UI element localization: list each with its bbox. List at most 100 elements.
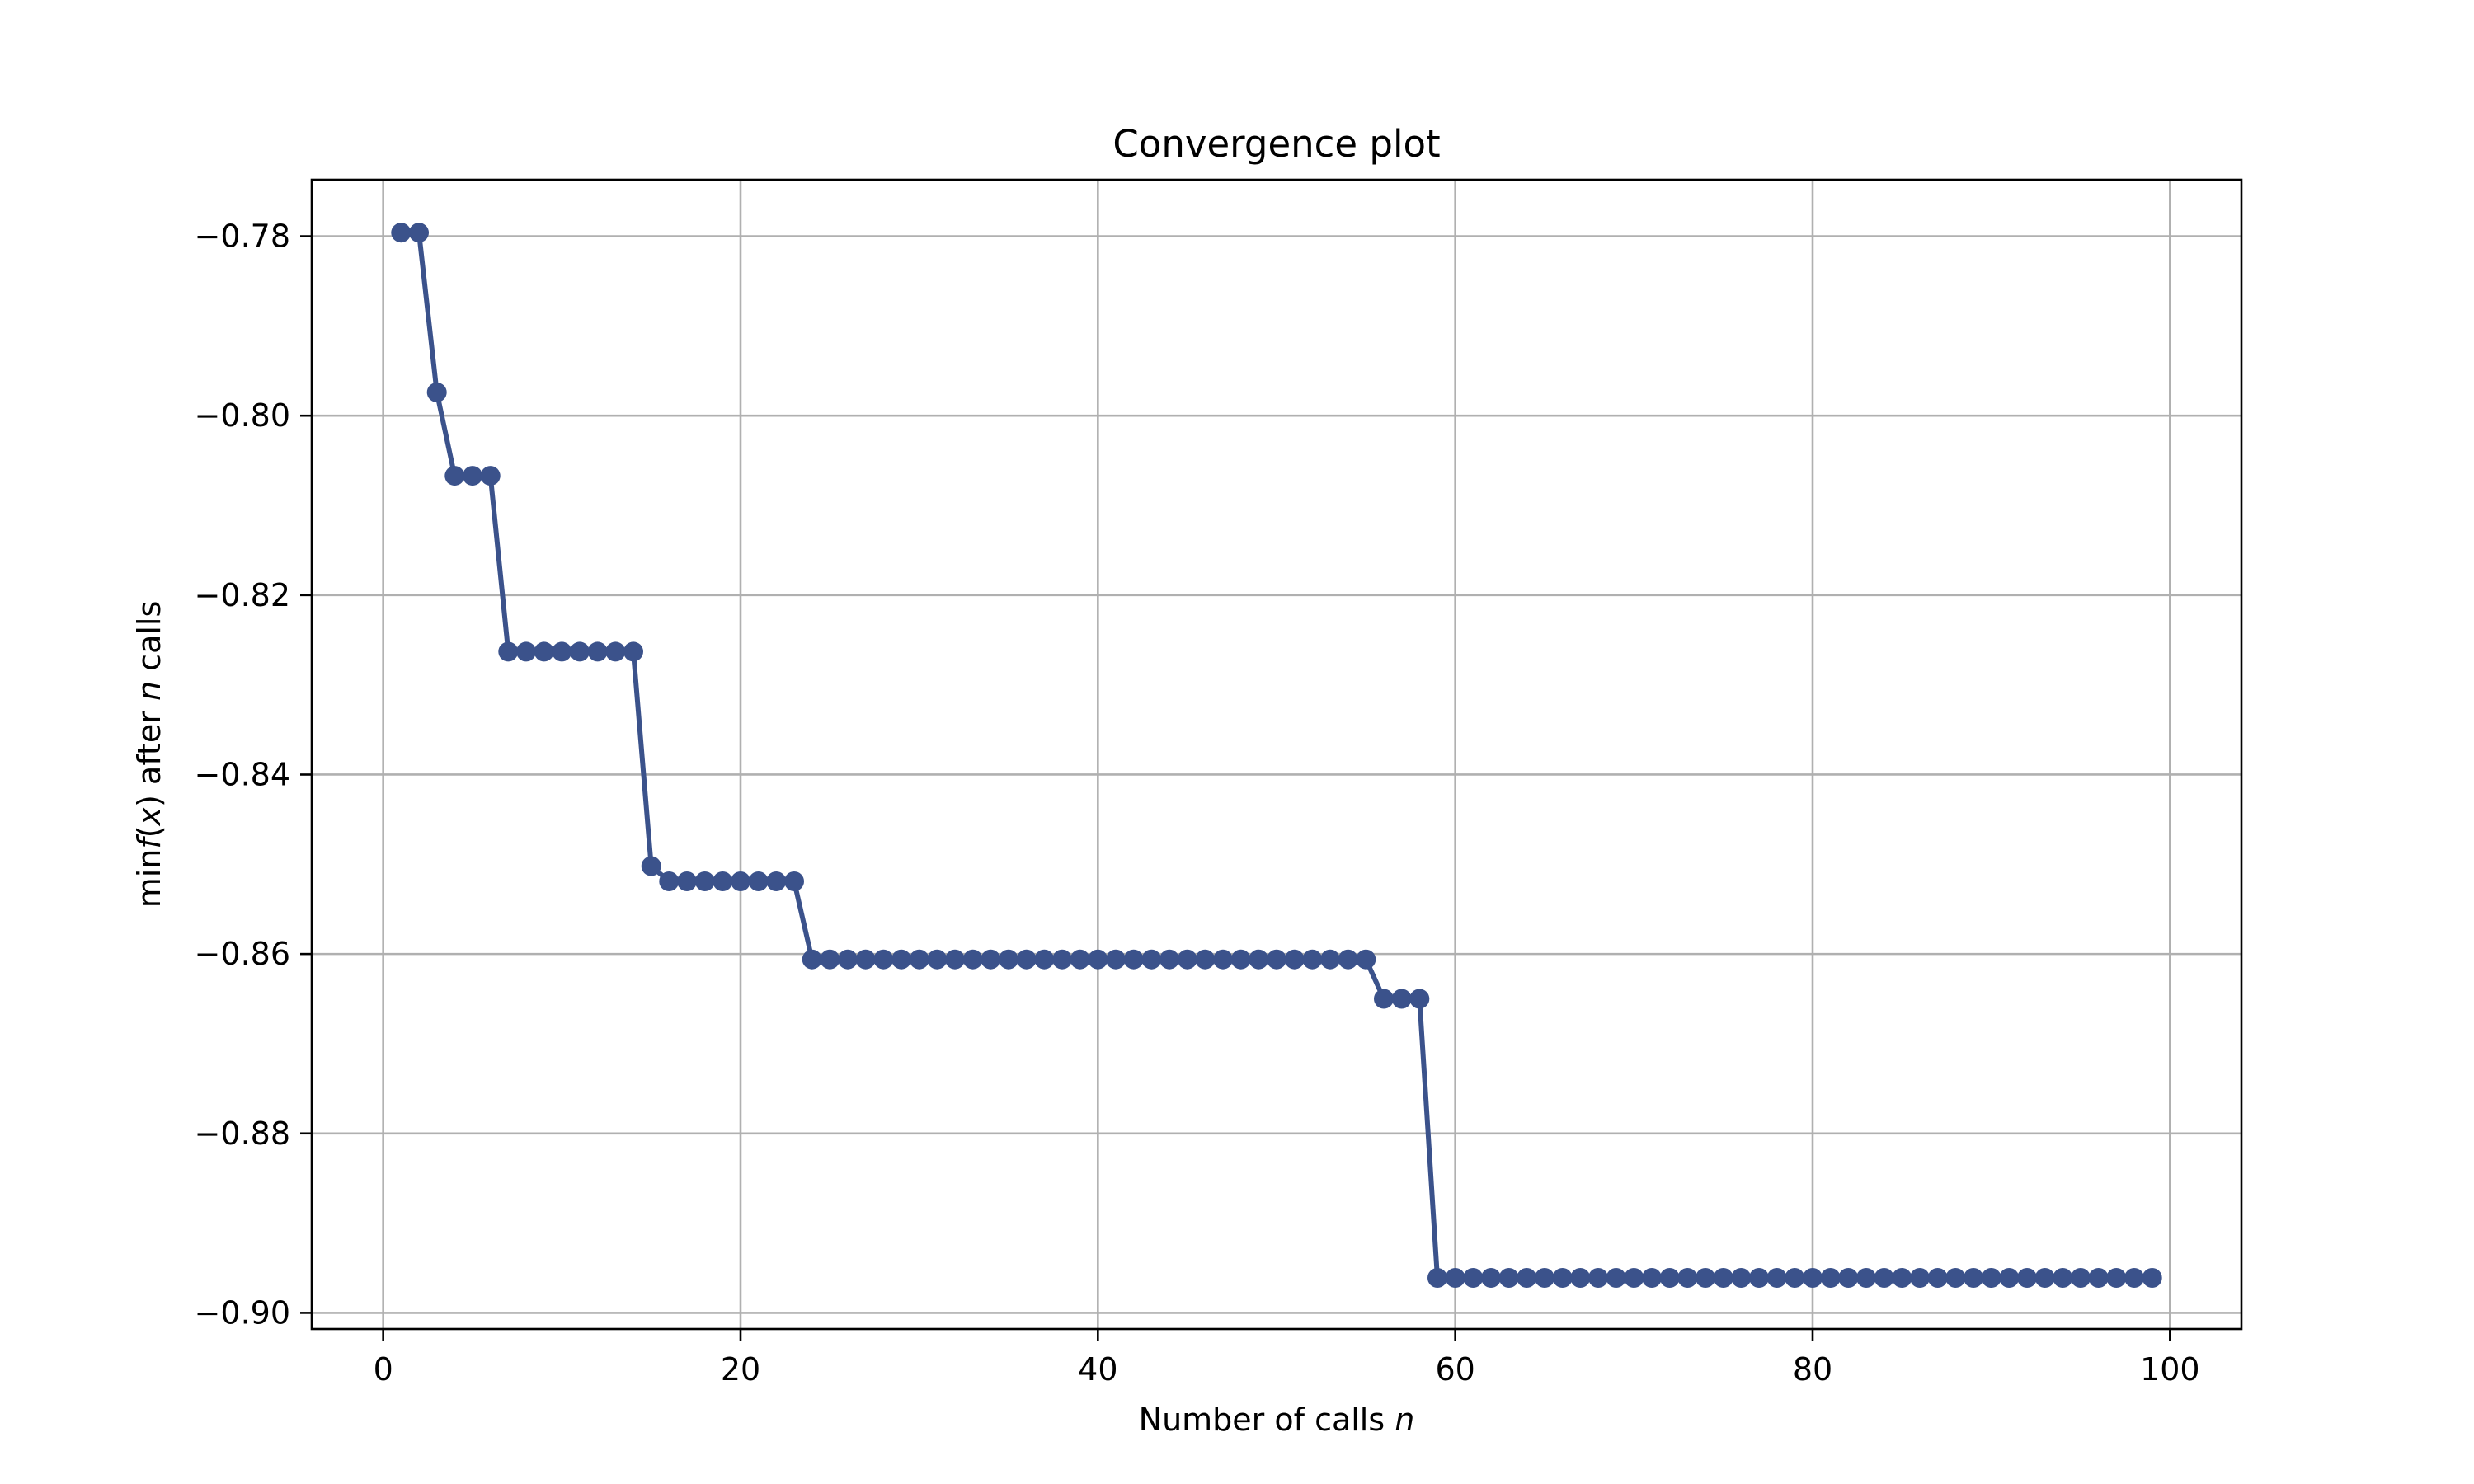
series-layer <box>391 223 2162 1288</box>
data-point <box>2106 1268 2127 1288</box>
data-point <box>999 949 1018 970</box>
y-tick-label: −0.90 <box>195 1294 290 1331</box>
data-point <box>498 641 519 662</box>
data-point <box>1498 1268 1519 1288</box>
data-point <box>1659 1268 1680 1288</box>
x-axis-label: Number of calls n <box>1139 1402 1415 1438</box>
data-point <box>1999 1268 2020 1288</box>
data-point <box>1409 989 1430 1009</box>
data-point <box>659 871 680 891</box>
data-point <box>1052 949 1072 970</box>
y-axis-label-n: n <box>131 681 167 701</box>
plot-frame <box>310 178 2243 1331</box>
data-point <box>677 871 697 891</box>
y-axis-label-suffix: calls <box>131 601 167 681</box>
data-point <box>1570 1268 1591 1288</box>
data-point <box>1356 949 1376 970</box>
y-axis-label-min: min <box>131 849 167 909</box>
data-point <box>480 466 501 486</box>
data-point <box>552 641 572 662</box>
data-point <box>1195 949 1216 970</box>
data-point <box>820 949 840 970</box>
data-point <box>1320 949 1340 970</box>
data-point <box>731 871 750 891</box>
data-point <box>1338 949 1358 970</box>
data-point <box>605 641 626 662</box>
data-point <box>1141 949 1162 970</box>
data-point <box>1820 1268 1841 1288</box>
data-point <box>694 871 715 891</box>
data-point <box>1731 1268 1752 1288</box>
y-axis-label-x: x <box>131 806 167 826</box>
data-point <box>1374 989 1394 1009</box>
data-point <box>1945 1268 1966 1288</box>
data-point <box>1856 1268 1876 1288</box>
data-point <box>516 641 536 662</box>
data-point <box>534 641 554 662</box>
data-point <box>713 871 733 891</box>
data-point <box>2124 1268 2144 1288</box>
y-axis-label-open: ( <box>131 825 167 838</box>
data-point <box>909 949 929 970</box>
data-point <box>1677 1268 1698 1288</box>
data-point <box>802 949 822 970</box>
data-point <box>2017 1268 2037 1288</box>
data-point <box>1624 1268 1644 1288</box>
data-point <box>891 949 911 970</box>
data-point <box>2034 1268 2055 1288</box>
data-point <box>1642 1268 1662 1288</box>
data-point <box>1981 1268 2001 1288</box>
chart-title: Convergence plot <box>1112 122 1440 166</box>
x-tick-label: 80 <box>1793 1351 1832 1388</box>
data-point <box>641 856 661 876</box>
tick-labels: 0 20 40 60 80 100 −0.78 −0.80 −0.82 −0.84 −0.86 −0.… <box>195 218 2200 1388</box>
data-point <box>981 949 1001 970</box>
data-point <box>838 949 858 970</box>
y-tick-label: −0.84 <box>195 756 290 792</box>
x-axis-label-var: n <box>1395 1402 1414 1438</box>
data-point <box>1517 1268 1537 1288</box>
data-point <box>1588 1268 1608 1288</box>
data-point <box>1927 1268 1948 1288</box>
data-point <box>1535 1268 1554 1288</box>
data-point <box>873 949 894 970</box>
y-tick-label: −0.80 <box>195 397 290 434</box>
data-point <box>1552 1268 1573 1288</box>
ticks <box>300 235 2171 1341</box>
data-point <box>409 223 429 243</box>
data-point <box>855 949 876 970</box>
x-tick-label: 20 <box>721 1351 760 1388</box>
data-point <box>1874 1268 1894 1288</box>
data-point <box>426 382 447 402</box>
data-point <box>1284 949 1305 970</box>
data-point <box>927 949 948 970</box>
data-point <box>1463 1268 1484 1288</box>
data-point <box>2071 1268 2091 1288</box>
data-point <box>1302 949 1323 970</box>
y-tick-label: −0.82 <box>195 577 290 613</box>
data-point <box>1910 1268 1930 1288</box>
y-axis-label-close: ) after <box>131 701 167 807</box>
data-point <box>1696 1268 1715 1288</box>
data-point <box>1606 1268 1626 1288</box>
x-tick-label: 40 <box>1078 1351 1117 1388</box>
data-point <box>1766 1268 1787 1288</box>
data-point <box>623 641 643 662</box>
x-axis-label-text: Number of calls <box>1139 1402 1395 1438</box>
y-tick-label: −0.86 <box>195 936 290 972</box>
data-point <box>1803 1268 1823 1288</box>
data-point <box>444 466 465 486</box>
data-point <box>2088 1268 2109 1288</box>
data-point <box>1230 949 1251 970</box>
data-point <box>1267 949 1286 970</box>
data-point <box>1785 1268 1805 1288</box>
x-tick-label: 0 <box>374 1351 393 1388</box>
data-point <box>1088 949 1108 970</box>
data-point <box>1964 1268 1983 1288</box>
data-point <box>1749 1268 1769 1288</box>
y-tick-label: −0.78 <box>195 218 290 255</box>
data-point <box>1213 949 1233 970</box>
data-point <box>570 641 590 662</box>
data-point <box>2053 1268 2073 1288</box>
